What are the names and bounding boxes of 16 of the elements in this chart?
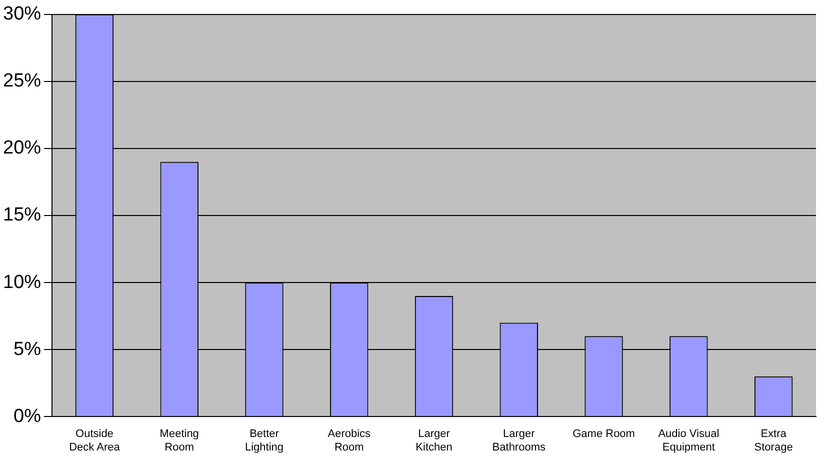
x-tick-label: Game Room [572, 428, 635, 440]
y-tick-label: 5% [14, 338, 42, 360]
x-tick-label: Meeting Room [160, 428, 199, 454]
x-tick-label: Aerobics Room [328, 428, 372, 454]
x-tick-label: Larger Bathrooms [492, 428, 546, 454]
y-tick-label: 10% [2, 272, 42, 293]
y-tick-label: 0% [14, 406, 42, 427]
x-tick-label: Outside Deck Area [69, 428, 121, 454]
x-tick-label: Larger Kitchen [416, 428, 452, 454]
y-tick-label: 15% [2, 204, 42, 226]
y-tick-label: 30% [2, 4, 42, 25]
x-tick-label: Audio Visual Equipment [658, 428, 720, 454]
y-tick-label: 20% [2, 138, 42, 159]
y-tick-label: 25% [2, 70, 42, 92]
x-tick-label: Extra Storage [754, 428, 793, 454]
x-tick-label: Better Lighting [244, 428, 284, 454]
